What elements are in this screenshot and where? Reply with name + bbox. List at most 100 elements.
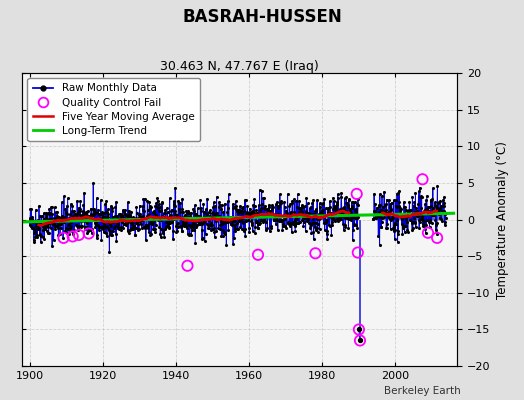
Point [56,221,64,228]
Point [422,206,430,212]
Point [263,206,271,212]
Point [111,218,119,224]
Point [207,226,215,233]
Point [190,221,198,227]
Point [386,204,394,210]
Point [160,226,169,232]
Point [300,212,308,218]
Point [147,216,155,223]
Point [349,199,357,205]
Point [75,204,83,211]
Point [129,226,137,232]
Point [372,214,380,221]
Point [249,210,258,216]
Point [70,210,79,217]
Point [83,224,91,230]
Point [289,212,298,218]
Point [155,208,163,214]
Point [103,233,111,239]
Point [329,194,337,201]
Point [280,199,288,205]
Point [116,211,125,218]
Point [261,227,270,233]
Point [428,212,436,218]
Point [403,229,412,235]
Point [57,213,66,220]
Point [88,212,96,218]
Point [67,219,75,225]
Point [414,201,422,208]
Point [116,216,124,222]
Point [230,218,238,224]
Point [100,221,108,227]
Point [351,199,359,205]
Point [136,213,144,220]
Point [200,209,209,215]
Point [243,213,251,220]
Point [140,196,149,202]
Point [145,211,153,218]
Point [252,212,260,218]
Point [441,219,449,226]
Point [274,205,282,211]
Point [272,214,280,221]
Point [352,206,360,212]
Point [46,216,54,222]
Point [42,228,51,234]
Point [238,215,247,222]
Point [317,210,325,216]
Point [185,232,194,238]
Point [289,212,298,218]
Point [132,220,140,226]
Point [269,217,278,224]
Point [143,212,151,219]
Point [126,227,135,234]
Point [293,191,302,198]
Point [149,216,158,223]
Point [340,206,348,213]
Point [210,224,219,231]
Point [81,211,90,218]
Point [63,230,71,236]
Point [155,224,163,230]
Point [84,214,92,220]
Point [256,220,265,226]
Point [183,214,192,220]
Point [133,210,141,216]
Point [304,213,313,220]
Point [268,212,277,218]
Point [435,206,444,212]
Point [305,213,314,220]
Point [334,218,342,224]
Point [157,207,166,214]
Point [226,214,234,220]
Point [297,210,305,217]
Point [255,202,263,208]
Point [132,215,140,221]
Point [242,218,250,224]
Point [37,233,45,239]
Point [199,220,207,226]
Point [383,210,391,216]
Point [418,214,426,221]
Point [283,220,292,226]
Point [291,222,300,228]
Point [345,206,354,213]
Point [251,230,259,236]
Point [302,195,311,201]
Point [195,213,204,219]
Point [342,200,350,207]
Point [162,224,170,230]
Point [66,224,74,231]
Point [298,204,306,210]
Point [298,209,307,216]
Point [385,197,393,203]
Point [267,210,275,216]
Point [292,213,301,220]
Point [431,199,439,205]
Point [227,220,236,227]
Point [225,191,233,198]
Point [85,212,93,219]
Y-axis label: Temperature Anomaly (°C): Temperature Anomaly (°C) [496,141,509,298]
Point [66,211,74,218]
